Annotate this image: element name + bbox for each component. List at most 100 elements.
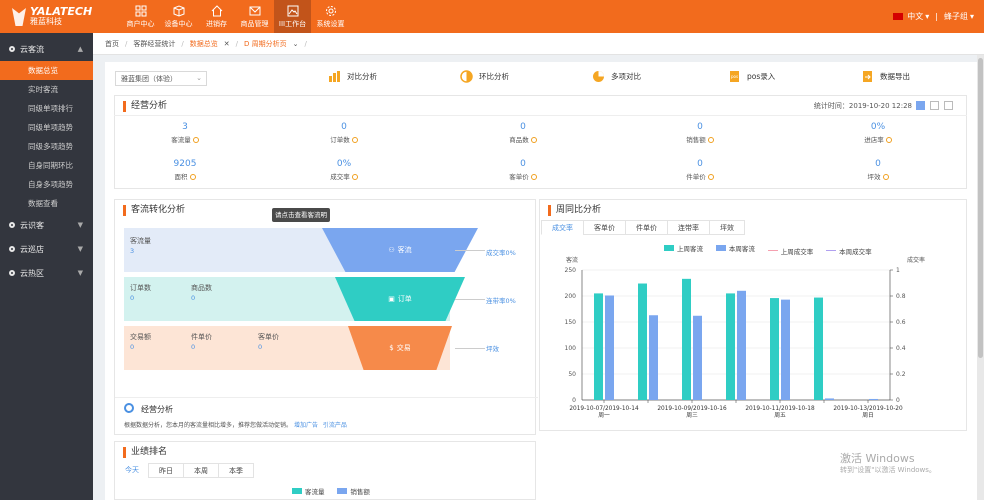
y2-tick-label: 0.4 [896,345,906,352]
link-traffic-product[interactable]: 引流产品 [322,422,347,429]
field-value: 0 [258,343,263,351]
sidebar-item-peer-multi-trend[interactable]: 同级多项趋势 [28,142,73,151]
sidebar-group-cloud-recognition[interactable]: 云识客 ▼ [0,213,93,237]
legend-last-week-conversion[interactable]: 上周成交率 [767,246,814,256]
stat-avg-order-value[interactable]: 0 客单价 [478,159,568,181]
funnel-stage-orders[interactable]: ▣ 订单 [335,277,465,321]
tab-this-season[interactable]: 本季 [218,463,254,478]
sidebar-item-data-view[interactable]: 数据查看 [28,199,58,208]
bar-last-week [770,298,779,400]
stat-time: 统计时间：2019-10-20 12:28 [813,102,912,110]
tab-yesterday[interactable]: 昨日 [148,463,184,478]
x-category-label: 周日 [862,412,874,419]
sidebar-item-realtime-traffic[interactable]: 实时客流 [28,85,58,94]
chart-view-icon[interactable] [944,101,953,110]
close-tab-icon[interactable]: ✕ [223,39,230,48]
nav-device-center[interactable]: 设备中心 [160,0,197,33]
sidebar-item-self-multi-trend[interactable]: 自身多项趋势 [28,180,73,189]
tab-attach-rate[interactable]: 连带率 [667,220,710,235]
user-menu[interactable]: 蜂子组 [943,12,968,21]
x-date-label: 2019-10-09/2019-10-16 [657,406,727,412]
sidebar-group-cloud-heatmap[interactable]: 云热区 ▼ [0,261,93,285]
dollar-icon: $ [389,344,394,352]
sidebar-item-peer-single-trend[interactable]: 同级单项趋势 [28,123,73,132]
stat-area[interactable]: 9205 面积 [140,159,230,181]
field-value: 0 [191,294,196,302]
stat-traffic[interactable]: 3 客流量 [140,122,230,144]
legend-label: 上周成交率 [780,247,814,256]
stat-label: 客单价 [509,173,529,181]
stat-products[interactable]: 0 商品数 [478,122,568,144]
legend-swatch [767,250,778,251]
tab-this-week[interactable]: 本周 [183,463,219,478]
field-value: 0 [130,343,135,351]
nav-label: 商品管理 [240,19,269,28]
breadcrumb-separator: / [125,39,128,48]
field-label: 件单价 [191,333,212,341]
stat-entry-rate[interactable]: 0% 进店率 [833,122,923,144]
stat-sales[interactable]: 0 销售额 [655,122,745,144]
chevron-down-icon[interactable]: ⌄ [292,39,299,48]
nav-workbench[interactable]: III工作台 [274,0,311,33]
list-view-icon[interactable] [930,101,939,110]
pos-entry-button[interactable]: pos pos录入 [728,70,775,83]
bar-this-week [605,295,614,400]
link-add-ad[interactable]: 增加广告 [293,422,318,429]
stat-sales-per-area[interactable]: 0 坪效 [833,159,923,181]
sidebar-item-data-overview[interactable]: 数据总览 [0,61,93,80]
tab-conversion-rate[interactable]: 成交率 [541,220,584,235]
tab-avg-order-value[interactable]: 客单价 [583,220,626,235]
breadcrumb-customer-stats[interactable]: 客群经营统计 [133,39,176,48]
legend-traffic[interactable]: 客流量 [292,486,325,496]
help-icon [530,137,537,143]
legend-sales[interactable]: 销售额 [337,486,370,496]
tab-sales-per-area[interactable]: 坪效 [709,220,745,235]
x-category-label: 周一 [598,412,610,419]
sidebar-item-peer-single-ranking[interactable]: 同级单项排行 [28,104,73,113]
language-selector[interactable]: 中文 [907,12,924,21]
bar-this-week [869,398,878,400]
compare-analysis-button[interactable]: 对比分析 [328,70,377,83]
multi-compare-button[interactable]: 多项对比 [592,70,641,83]
nav-merchant-center[interactable]: 商户中心 [122,0,159,33]
card-title: 业绩排名 [123,447,167,458]
legend-this-week-conversion[interactable]: 本周成交率 [826,246,872,256]
funnel-rate: 成交率0% [486,249,516,257]
sidebar-item-self-period-compare[interactable]: 自身同期环比 [28,161,73,170]
brand-mark-icon [12,8,26,26]
nav-inventory[interactable]: 进销存 [198,0,235,33]
weekly-bar-chart: 客流 成交率 0 50 100 150 200 250 0 0.2 0.4 0.6 0.8 1 2019-1… [565,256,925,419]
y-tick-label: 50 [568,371,576,378]
sidebar-group-cloud-patrol[interactable]: 云巡店 ▼ [0,237,93,261]
top-bar: YALATECH 雅蓝科技 商户中心 设备中心 进销存 商品管理 III工作台 … [0,0,984,33]
funnel-stage-transactions[interactable]: $ 交易 [348,326,452,370]
stat-value: 0 [520,159,526,169]
breadcrumb-home[interactable]: 首页 [105,39,119,48]
stat-conversion-rate[interactable]: 0% 成交率 [299,159,389,181]
tab-unit-price[interactable]: 件单价 [625,220,668,235]
nav-system-settings[interactable]: 系统设置 [312,0,349,33]
scrollbar-thumb[interactable] [978,58,983,358]
data-export-button[interactable]: 数据导出 [861,70,910,83]
nav-product-management[interactable]: 商品管理 [236,0,273,33]
mom-analysis-button[interactable]: 环比分析 [460,70,509,83]
grid-view-icon[interactable] [916,101,925,110]
brand-logo[interactable]: YALATECH 雅蓝科技 [12,6,92,28]
legend-this-week-traffic[interactable]: 本周客流 [715,243,755,253]
sidebar-group-cloud-traffic[interactable]: 云客流 ▲ [0,37,93,61]
stat-orders[interactable]: 0 订单数 [299,122,389,144]
analysis-text: 根据数据分析，您本月的客流量相比增多，推荐您做活动促销。 增加广告 引流产品 [124,420,347,429]
export-icon [863,71,872,82]
user-caret-icon: ▾ [969,12,974,21]
tab-today[interactable]: 今天 [115,463,149,478]
breadcrumb-period-analysis[interactable]: D 周期分析页 [243,39,287,48]
funnel-stage-traffic[interactable]: ⚇ 客流 [322,228,478,272]
store-select[interactable]: 雅蓝集团（体验） ⌄ [115,71,207,86]
x-date-label: 2019-10-13/2019-10-20 [833,406,903,412]
y2-tick-label: 0.2 [896,371,906,378]
breadcrumb-data-overview[interactable]: 数据总览 [189,39,218,48]
chevron-down-icon: ▼ [77,269,83,277]
stat-label: 成交率 [330,173,350,181]
legend-last-week-traffic[interactable]: 上周客流 [664,243,703,253]
stat-unit-price[interactable]: 0 件单价 [655,159,745,181]
